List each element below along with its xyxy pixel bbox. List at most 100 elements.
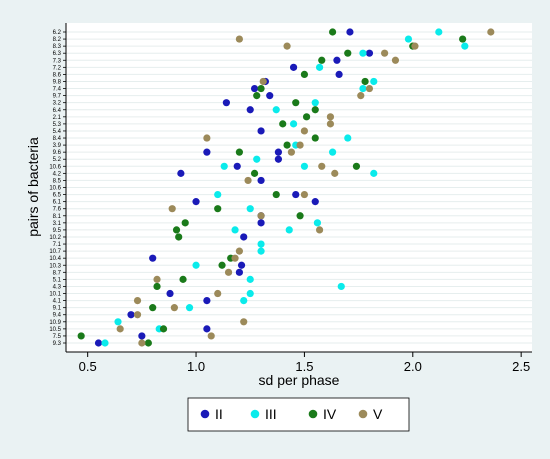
y-tick-label: 7.5 <box>53 334 62 340</box>
data-point <box>257 219 265 227</box>
data-point <box>233 162 241 170</box>
y-tick-label: 4.3 <box>53 284 62 290</box>
data-point <box>244 176 252 185</box>
data-point <box>326 120 335 128</box>
y-tick-label: 3.9 <box>53 143 62 149</box>
data-point <box>272 190 280 199</box>
y-tick-label: 9.1 <box>53 306 62 312</box>
data-point <box>214 190 222 199</box>
y-tick-label: 4.2 <box>53 171 62 177</box>
data-point <box>285 226 293 234</box>
data-point <box>352 162 361 170</box>
y-tick-label: 10.9 <box>49 320 61 326</box>
data-point <box>250 84 259 93</box>
data-point <box>326 113 335 121</box>
data-point <box>404 35 413 43</box>
data-point <box>218 261 226 269</box>
data-point <box>283 141 291 149</box>
y-tick-label: 7.6 <box>53 207 62 213</box>
data-point <box>296 141 304 149</box>
data-point <box>331 169 339 177</box>
data-point <box>133 296 142 305</box>
data-point <box>235 247 243 255</box>
data-point <box>344 49 352 57</box>
data-point <box>361 77 369 86</box>
data-point <box>138 332 146 340</box>
data-point <box>177 169 185 177</box>
data-point <box>114 318 122 326</box>
data-points <box>77 28 495 347</box>
data-point <box>246 275 254 283</box>
data-point <box>159 325 168 333</box>
data-point <box>311 198 319 206</box>
data-point <box>257 176 265 185</box>
data-point <box>237 261 246 269</box>
data-point <box>289 120 298 128</box>
legend-label-iii: III <box>265 406 277 422</box>
data-point <box>365 84 374 93</box>
x-tick-label: 2.0 <box>404 359 422 374</box>
y-tick-label: 8.7 <box>53 270 62 276</box>
data-point <box>315 226 324 234</box>
data-point <box>315 63 324 71</box>
y-tick-label: 8.6 <box>53 72 62 78</box>
data-point <box>274 155 283 163</box>
data-point <box>346 28 354 36</box>
y-tick-label: 10.3 <box>49 263 61 269</box>
x-tick-label: 1.5 <box>295 359 313 374</box>
data-point <box>300 70 309 79</box>
y-tick-label: 10.6 <box>49 186 61 192</box>
data-point <box>335 70 343 79</box>
data-point <box>231 226 239 234</box>
y-tick-label: 7.1 <box>53 242 62 248</box>
data-point <box>300 162 309 170</box>
data-point <box>311 106 319 114</box>
y-tick-label: 8.4 <box>53 136 62 142</box>
y-tick-label: 5.4 <box>53 129 62 135</box>
y-tick-label: 7.2 <box>53 65 62 71</box>
y-tick-label: 6.1 <box>53 200 62 206</box>
data-point <box>220 162 228 170</box>
y-tick-label: 9.4 <box>53 313 62 319</box>
data-point <box>333 56 341 64</box>
y-tick-label: 6.2 <box>53 30 62 36</box>
data-point <box>257 84 265 93</box>
data-point <box>365 49 374 57</box>
data-point <box>240 233 248 241</box>
data-point <box>246 289 254 298</box>
data-point <box>181 219 189 227</box>
data-point <box>246 205 254 213</box>
data-point <box>192 198 200 206</box>
data-point <box>311 99 319 107</box>
data-point <box>370 169 378 177</box>
data-point <box>266 92 274 100</box>
y-tick-label: 8.2 <box>53 37 62 43</box>
legend-box <box>187 397 410 432</box>
data-point <box>133 311 142 319</box>
y-tick-label: 9.5 <box>53 228 62 234</box>
data-point <box>344 134 352 142</box>
data-point <box>144 339 152 347</box>
data-point <box>203 148 211 156</box>
x-axis-ticks: 0.5 1.0 1.5 2.0 2.5 <box>79 352 530 374</box>
data-point <box>370 77 378 86</box>
data-point <box>153 275 161 283</box>
data-point <box>459 35 467 43</box>
y-tick-label: 9.8 <box>53 79 62 85</box>
y-tick-label: 10.6 <box>49 164 61 170</box>
y-tick-label: 6.5 <box>53 193 62 199</box>
data-point <box>170 304 178 312</box>
y-tick-label: 10.1 <box>49 292 61 298</box>
data-point <box>381 49 389 57</box>
y-tick-label: 7.4 <box>53 87 62 93</box>
y-tick-label: 3.2 <box>53 101 62 107</box>
data-point <box>359 84 367 93</box>
y-tick-label: 7.3 <box>53 58 62 64</box>
y-tick-label: 6.3 <box>53 51 62 57</box>
y-tick-label: 8.3 <box>53 44 62 50</box>
y-tick-label: 8.5 <box>53 178 62 184</box>
y-tick-label: 8.1 <box>53 214 62 220</box>
data-point <box>287 148 296 156</box>
data-point <box>153 282 161 291</box>
